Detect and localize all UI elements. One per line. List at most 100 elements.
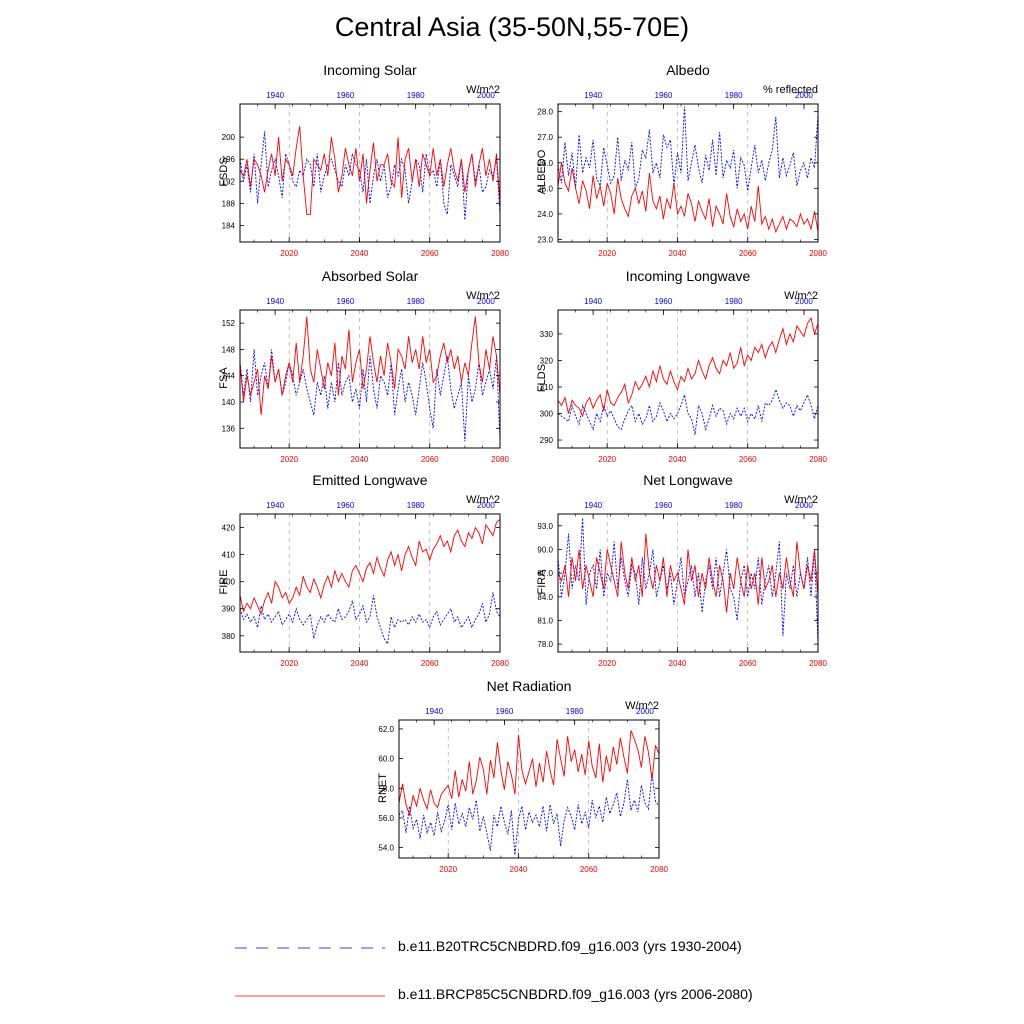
x-tick-label-bottom-rnet-2: 2060 — [580, 865, 598, 874]
x-tick-label-top-rnet-3: 2000 — [636, 707, 654, 716]
x-tick-label-bottom-albedo-2: 2060 — [739, 249, 757, 258]
y-tick-label-fire-2: 400 — [222, 578, 236, 587]
plot-frame-fsa — [239, 309, 501, 449]
series-line-fsa-future — [239, 316, 501, 416]
x-tick-label-bottom-fire-2: 2060 — [421, 659, 439, 668]
y-tick-label-fsds-4: 200 — [222, 133, 236, 142]
panel-title-albedo: Albedo — [666, 62, 710, 78]
panel-fsds: Incoming Solar W/m^2 FSDS 184 188 192 196 200 20… — [218, 60, 509, 258]
x-tick-label-bottom-flds-1: 2040 — [669, 455, 687, 464]
y-tick-label-fira-1: 81.0 — [537, 616, 553, 625]
y-tick-label-flds-3: 320 — [540, 356, 554, 365]
x-tick-label-bottom-albedo-0: 2020 — [598, 249, 616, 258]
y-tick-label-fire-1: 390 — [222, 605, 236, 614]
plot-frame-fire — [239, 513, 501, 653]
panel-title-fira: Net Longwave — [643, 472, 733, 488]
x-tick-label-bottom-flds-3: 2080 — [809, 455, 827, 464]
x-tick-label-top-flds-3: 2000 — [795, 297, 813, 306]
series-line-fsds-future — [239, 126, 501, 215]
y-tick-label-albedo-4: 27.0 — [537, 133, 553, 142]
x-tick-label-bottom-albedo-3: 2080 — [809, 249, 827, 258]
x-tick-label-top-fira-1: 1960 — [655, 501, 673, 510]
y-tick-label-albedo-1: 24.0 — [537, 210, 553, 219]
x-tick-label-bottom-rnet-3: 2080 — [650, 865, 668, 874]
y-tick-label-fsds-0: 184 — [222, 221, 236, 230]
y-tick-label-flds-2: 310 — [540, 383, 554, 392]
units-label-fsds: W/m^2 — [466, 84, 500, 96]
plot-frame-rnet — [398, 719, 660, 859]
y-tick-label-fsa-4: 152 — [222, 319, 236, 328]
x-tick-label-bottom-fsa-2: 2060 — [421, 455, 439, 464]
x-tick-label-bottom-flds-0: 2020 — [598, 455, 616, 464]
y-tick-label-albedo-2: 25.0 — [537, 184, 553, 193]
x-tick-label-top-fira-3: 2000 — [795, 501, 813, 510]
x-tick-label-bottom-fsds-0: 2020 — [280, 249, 298, 258]
plot-svg-rnet: 54.0 56.0 58.0 60.0 62.0 2020 2040 2060 2080 1940… — [378, 707, 668, 874]
y-tick-label-fira-4: 90.0 — [537, 545, 553, 554]
series-line-flds-future — [557, 316, 819, 418]
y-tick-label-flds-1: 300 — [540, 410, 554, 419]
plot-svg-albedo: 23.0 24.0 25.0 26.0 27.0 28.0 2020 2040 2060 2080… — [537, 91, 827, 258]
x-tick-label-top-fira-0: 1940 — [584, 501, 602, 510]
series-line-fire-future — [239, 519, 501, 616]
x-tick-label-bottom-fsds-2: 2060 — [421, 249, 439, 258]
x-tick-label-bottom-fire-3: 2080 — [491, 659, 509, 668]
y-tick-label-flds-0: 290 — [540, 436, 554, 445]
x-tick-label-top-fsa-3: 2000 — [477, 297, 495, 306]
series-line-albedo-future — [557, 162, 819, 234]
x-tick-label-top-fira-2: 1980 — [725, 501, 743, 510]
panel-albedo: Albedo% reflected ALBEDO 23.0 24.0 25.0 26.0 2… — [536, 60, 827, 258]
x-tick-label-bottom-fire-0: 2020 — [280, 659, 298, 668]
x-tick-label-top-flds-0: 1940 — [584, 297, 602, 306]
plot-frame-albedo — [557, 103, 819, 243]
x-tick-label-bottom-fsa-1: 2040 — [351, 455, 369, 464]
panel-rnet: Net Radiation W/m^2 RNET 54.0 56.0 58.0 60.0 62… — [377, 676, 668, 874]
x-tick-label-bottom-fira-3: 2080 — [809, 659, 827, 668]
panel-title-rnet: Net Radiation — [486, 678, 572, 694]
legend-swatch-future — [235, 995, 385, 997]
units-label-fsa: W/m^2 — [466, 290, 500, 302]
legend-item-future: b.e11.BRCP85C5CNBDRD.f09_g16.003 (yrs 20… — [230, 986, 830, 1006]
series-line-fira-historical — [557, 517, 819, 645]
y-tick-label-rnet-3: 60.0 — [378, 755, 394, 764]
legend: b.e11.B20TRC5CNBDRD.f09_g16.003 (yrs 193… — [230, 930, 830, 1020]
y-tick-label-rnet-1: 56.0 — [378, 814, 394, 823]
x-tick-label-top-albedo-1: 1960 — [655, 91, 673, 100]
series-line-fsa-historical — [239, 349, 501, 442]
y-tick-label-fsds-1: 188 — [222, 199, 236, 208]
x-tick-label-bottom-albedo-1: 2040 — [669, 249, 687, 258]
panel-fira: Net Longwave W/m^2 FIRA 78.0 81.0 84.0 87.0 90.… — [536, 470, 827, 668]
x-tick-label-bottom-fsa-0: 2020 — [280, 455, 298, 464]
units-label-rnet: W/m^2 — [625, 700, 659, 712]
x-tick-label-top-albedo-0: 1940 — [584, 91, 602, 100]
y-tick-label-fira-5: 93.0 — [537, 522, 553, 531]
units-label-albedo: % reflected — [762, 84, 818, 96]
y-axis-label-flds: FLDS — [536, 363, 548, 393]
series-line-fira-future — [557, 533, 819, 613]
x-tick-label-top-fire-0: 1940 — [266, 501, 284, 510]
x-tick-label-top-rnet-0: 1940 — [425, 707, 443, 716]
y-tick-label-albedo-3: 26.0 — [537, 159, 553, 168]
y-tick-label-rnet-0: 54.0 — [378, 844, 394, 853]
series-line-fsds-historical — [239, 131, 501, 220]
plot-svg-flds: 290 300 310 320 330 2020 2040 2060 2080 1940 1960 1… — [540, 297, 828, 464]
x-tick-label-bottom-fsds-1: 2040 — [351, 249, 369, 258]
x-tick-label-top-rnet-1: 1960 — [496, 707, 514, 716]
panel-title-fsa: Absorbed Solar — [321, 268, 419, 284]
x-tick-label-top-fsa-0: 1940 — [266, 297, 284, 306]
y-tick-label-fira-3: 87.0 — [537, 569, 553, 578]
x-tick-label-top-fsds-1: 1960 — [337, 91, 355, 100]
y-tick-label-fira-0: 78.0 — [537, 640, 553, 649]
main-title: Central Asia (35-50N,55-70E) — [334, 12, 690, 42]
panel-title-fsds: Incoming Solar — [323, 62, 417, 78]
plot-svg-fira: 78.0 81.0 84.0 87.0 90.0 93.0 2020 2040 2060 2080… — [537, 501, 827, 668]
y-tick-label-fira-2: 84.0 — [537, 593, 553, 602]
legend-label-historical: b.e11.B20TRC5CNBDRD.f09_g16.003 (yrs 193… — [398, 938, 742, 954]
y-tick-label-fsa-0: 136 — [222, 424, 236, 433]
y-axis-label-albedo: ALBEDO — [536, 149, 548, 195]
y-tick-label-flds-4: 330 — [540, 330, 554, 339]
y-tick-label-fsds-2: 192 — [222, 177, 236, 186]
legend-swatch-historical — [235, 947, 385, 949]
x-tick-label-top-fsds-2: 1980 — [407, 91, 425, 100]
x-tick-label-top-rnet-2: 1980 — [566, 707, 584, 716]
